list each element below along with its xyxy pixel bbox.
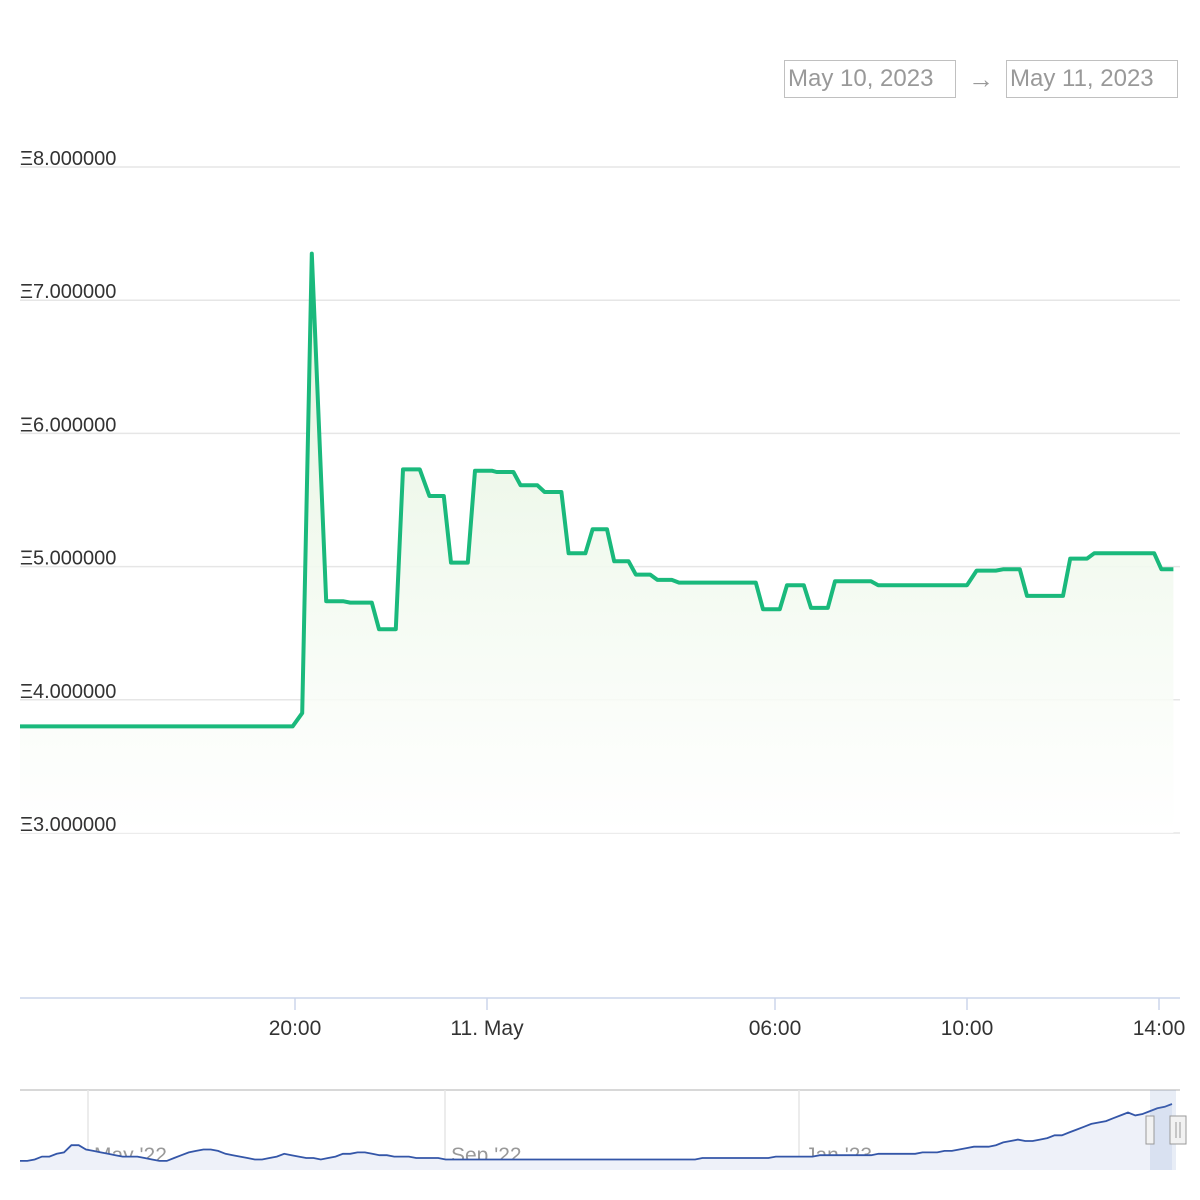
y-tick-label: Ξ6.000000 — [20, 414, 116, 436]
x-tick-label: 11. May — [450, 1017, 524, 1040]
x-tick-label: 14:00 — [1133, 1017, 1186, 1040]
y-tick-label: Ξ7.000000 — [20, 281, 116, 303]
x-axis: 20:00 11. May 06:00 10:00 14:00 — [20, 997, 1186, 1040]
y-axis-labels: Ξ8.000000 Ξ7.000000 Ξ6.000000 Ξ5.000000 Ξ4.0… — [20, 148, 116, 836]
x-tick-label: 06:00 — [749, 1017, 802, 1040]
price-line — [20, 251, 1174, 729]
y-tick-label: Ξ8.000000 — [20, 148, 116, 170]
navigator-left-handle[interactable] — [1145, 1115, 1155, 1145]
x-tick-label: 10:00 — [941, 1017, 994, 1040]
range-to-input[interactable]: May 11, 2023 — [1006, 60, 1178, 98]
navigator-line — [20, 1103, 1173, 1162]
series-line — [20, 251, 1174, 729]
series-area — [20, 253, 1174, 834]
x-tick-label: 20:00 — [269, 1017, 322, 1040]
navigator-right-handle[interactable] — [1169, 1115, 1187, 1145]
area-fill — [20, 253, 1174, 834]
navigator-area — [20, 1104, 1172, 1170]
y-tick-label: Ξ3.000000 — [20, 814, 116, 836]
y-tick-label: Ξ5.000000 — [20, 548, 116, 570]
range-from-input[interactable]: May 10, 2023 — [784, 60, 956, 98]
range-arrow-icon: → — [968, 64, 994, 94]
y-tick-label: Ξ4.000000 — [20, 681, 116, 703]
